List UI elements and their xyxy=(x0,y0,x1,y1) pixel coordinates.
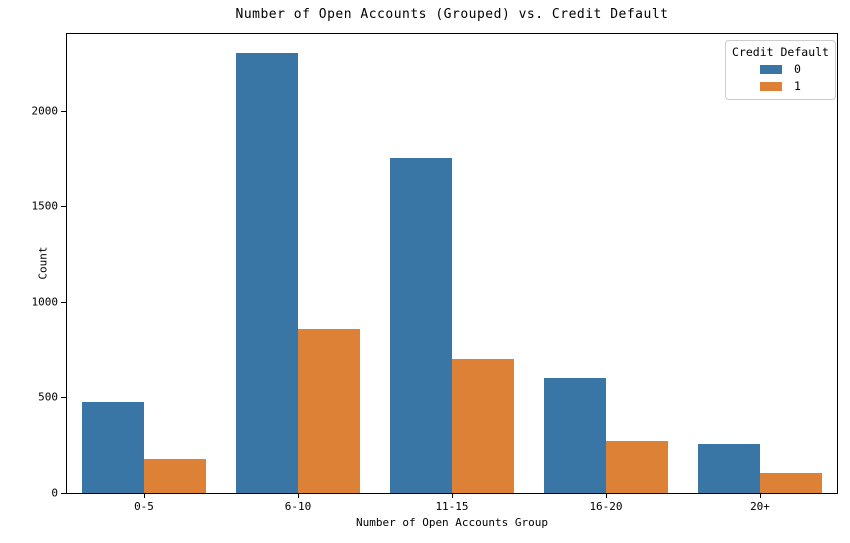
y-axis-label: Count xyxy=(36,246,50,280)
legend-title: Credit Default xyxy=(732,45,829,59)
x-tick-mark xyxy=(452,494,453,498)
legend-entry-label: 0 xyxy=(794,62,801,76)
bar-6-10-series-0 xyxy=(236,53,298,493)
bar-6-10-series-1 xyxy=(298,328,360,493)
x-tick-mark xyxy=(606,494,607,498)
y-tick-label: 2000 xyxy=(31,104,59,117)
x-tick-label: 16-20 xyxy=(589,500,623,513)
bar-11-15-series-0 xyxy=(390,158,452,493)
x-tick-label: 6-10 xyxy=(284,500,312,513)
legend-swatch-series-0 xyxy=(760,64,783,74)
bar-20+-series-0 xyxy=(698,444,760,493)
x-tick-mark xyxy=(144,494,145,498)
x-tick-mark xyxy=(760,494,761,498)
y-tick-label: 1500 xyxy=(31,199,59,213)
y-tick-label: 0 xyxy=(51,486,58,500)
x-tick-label: 11-15 xyxy=(435,500,469,513)
x-tick-label: 0-5 xyxy=(134,500,154,513)
legend-entry-label: 1 xyxy=(794,79,801,93)
bar-0-5-series-0 xyxy=(82,402,144,493)
legend-row: 1 xyxy=(760,79,801,93)
bar-11-15-series-1 xyxy=(452,359,514,493)
bar-0-5-series-1 xyxy=(144,458,206,493)
y-tick-label: 1000 xyxy=(31,295,59,309)
chart-title: Number of Open Accounts (Grouped) vs. Cr… xyxy=(235,7,669,22)
bar-16-20-series-0 xyxy=(544,378,606,493)
legend: Credit Default 0 1 xyxy=(725,40,836,100)
bar-20+-series-1 xyxy=(760,472,822,493)
plot-area xyxy=(66,33,838,494)
bar-16-20-series-1 xyxy=(606,441,668,493)
x-tick-mark xyxy=(298,494,299,498)
x-axis-label: Number of Open Accounts Group xyxy=(355,516,549,529)
x-tick-label: 20+ xyxy=(750,500,770,513)
legend-swatch-series-1 xyxy=(760,81,783,91)
legend-row: 0 xyxy=(760,62,801,76)
y-tick-label: 500 xyxy=(38,390,58,404)
